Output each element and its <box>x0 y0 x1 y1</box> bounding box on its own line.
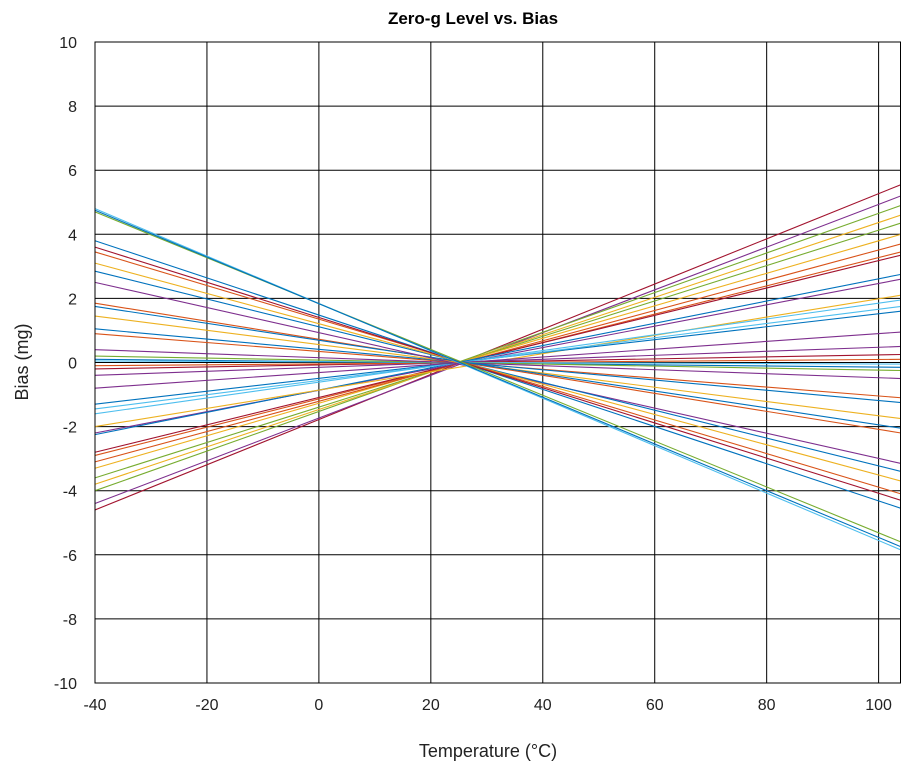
series-line-31 <box>94 262 901 482</box>
series-line-36 <box>94 208 901 551</box>
series-line-4 <box>94 214 901 485</box>
x-tick-labels: -40 -20 0 20 40 60 80 100 <box>83 697 892 714</box>
x-tick-label: -40 <box>83 697 106 714</box>
series-line-7 <box>94 243 901 463</box>
y-tick-label: -4 <box>63 484 77 501</box>
y-tick-label: 2 <box>68 291 77 308</box>
series-line-9 <box>94 254 901 453</box>
x-axis-label: Temperature (°C) <box>419 741 557 761</box>
series-line-34 <box>94 246 901 501</box>
series-line-1 <box>94 184 901 511</box>
series-line-16 <box>94 331 901 389</box>
series-lines <box>94 184 901 551</box>
series-line-32 <box>94 251 901 495</box>
y-tick-labels: -10 -8 -6 -4 -2 0 2 4 6 8 10 <box>54 35 77 693</box>
y-tick-label: -2 <box>63 420 77 437</box>
series-line-37 <box>94 209 901 548</box>
y-tick-label: 6 <box>68 163 77 180</box>
x-tick-label: 60 <box>646 697 664 714</box>
x-tick-label: -20 <box>195 697 218 714</box>
y-tick-label: 0 <box>68 356 77 373</box>
y-tick-label: -6 <box>63 548 77 565</box>
x-tick-label: 20 <box>422 697 440 714</box>
y-tick-label: -10 <box>54 676 77 693</box>
series-line-18 <box>94 353 901 370</box>
chart-title: Zero-g Level vs. Bias <box>388 9 558 28</box>
y-tick-label: 10 <box>59 35 77 52</box>
series-line-28 <box>94 305 901 429</box>
y-tick-label: -8 <box>63 612 77 629</box>
y-axis-label: Bias (mg) <box>12 323 32 400</box>
series-line-3 <box>94 204 901 492</box>
series-line-6 <box>94 233 901 469</box>
series-line-15 <box>94 305 901 410</box>
x-tick-label: 100 <box>865 697 892 714</box>
series-line-5 <box>94 222 901 479</box>
x-tick-label: 0 <box>314 697 323 714</box>
series-line-11 <box>94 273 901 436</box>
x-tick-label: 80 <box>758 697 776 714</box>
series-line-22 <box>94 355 901 372</box>
y-tick-label: 8 <box>68 99 77 116</box>
series-line-30 <box>94 270 901 473</box>
series-line-27 <box>94 302 901 434</box>
series-line-33 <box>94 240 901 509</box>
y-tick-label: 4 <box>68 227 77 244</box>
series-line-17 <box>94 345 901 376</box>
series-line-25 <box>94 328 901 404</box>
x-tick-label: 40 <box>534 697 552 714</box>
series-line-23 <box>94 349 901 380</box>
series-line-21 <box>94 360 901 365</box>
series-line-13 <box>94 299 901 415</box>
